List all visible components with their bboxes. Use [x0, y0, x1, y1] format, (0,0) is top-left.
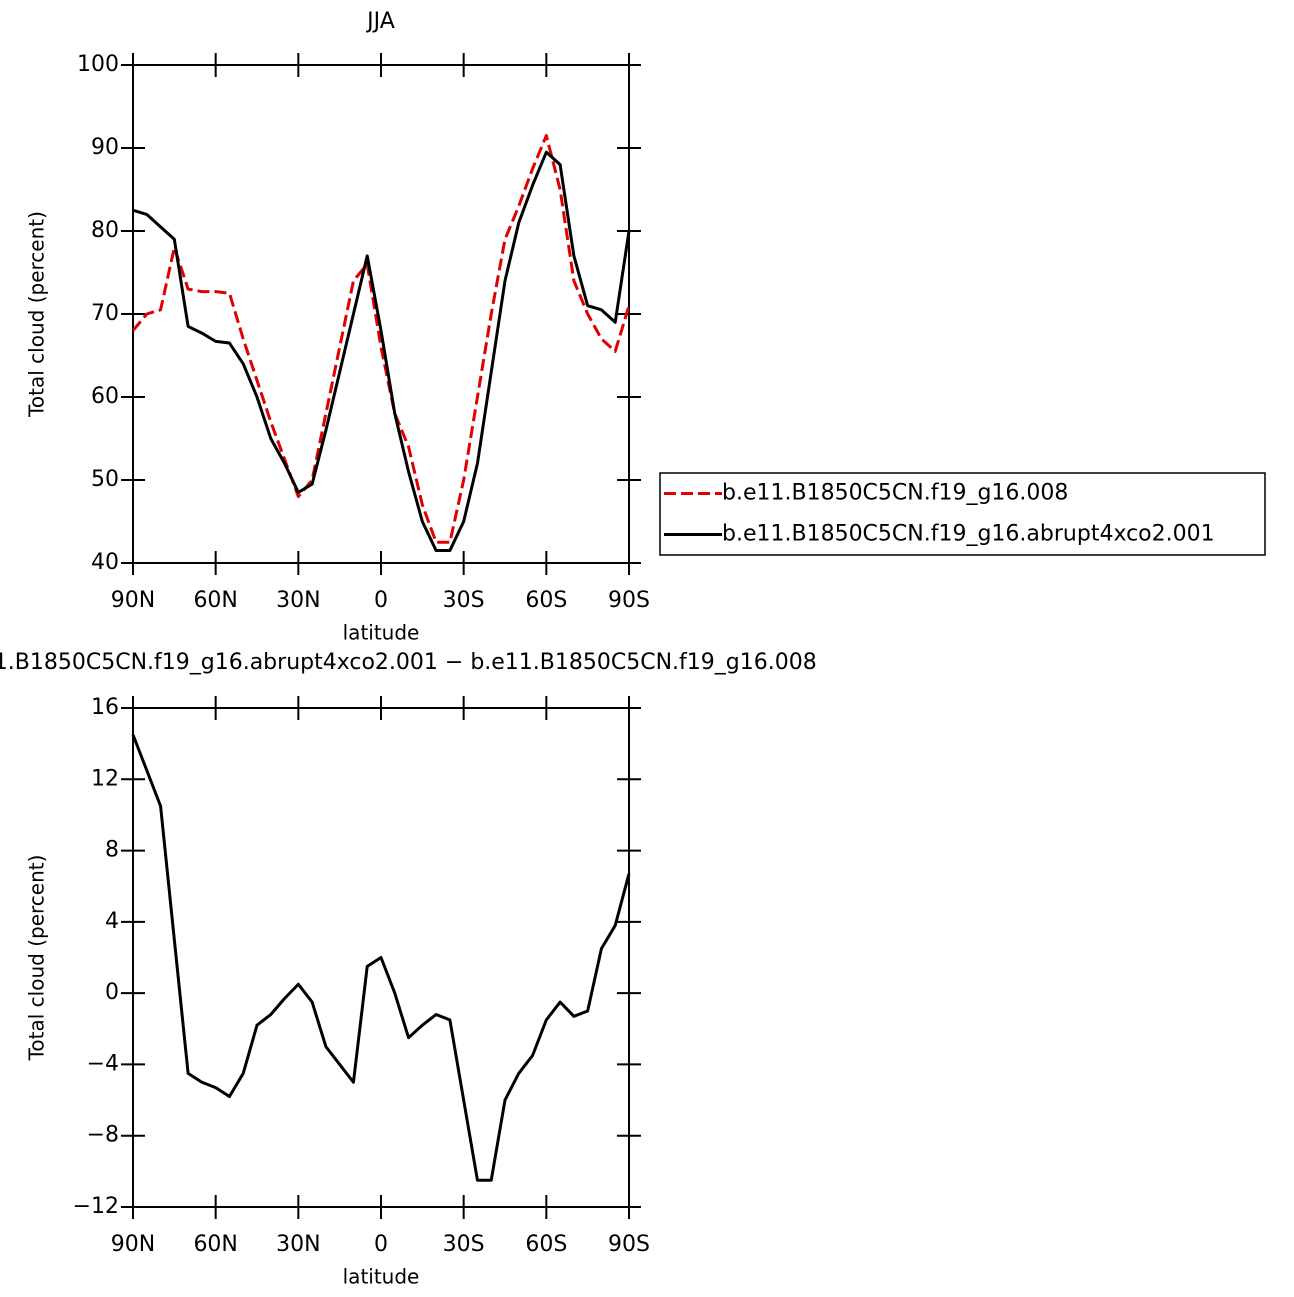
legend-label: b.e11.B1850C5CN.f19_g16.008 [722, 481, 1068, 506]
y-axis-label: Total cloud (percent) [25, 211, 49, 418]
x-tick-label: 60N [193, 588, 237, 613]
y-tick-label: 0 [105, 980, 119, 1005]
y-tick-label: 60 [91, 384, 119, 409]
y-tick-label: 12 [91, 766, 119, 791]
x-tick-label: 90N [111, 1232, 155, 1257]
x-tick-label: 90S [608, 1232, 650, 1257]
x-tick-label: 60S [525, 1232, 567, 1257]
x-tick-label: 0 [374, 1232, 388, 1257]
y-tick-label: 40 [91, 550, 119, 575]
data-line [132, 150, 631, 553]
y-axis-label: Total cloud (percent) [25, 855, 49, 1062]
y-tick-label: 4 [105, 909, 119, 934]
x-tick-label: 90N [111, 588, 155, 613]
x-tick-label: 30S [443, 1232, 485, 1257]
data-line [131, 734, 631, 1182]
y-tick-label: 8 [105, 838, 119, 863]
x-axis-label: latitude [343, 621, 420, 645]
y-tick-label: −12 [73, 1194, 119, 1219]
legend-box [659, 472, 1266, 556]
x-tick-label: 30N [276, 1232, 320, 1257]
y-tick-label: 80 [91, 218, 119, 243]
x-axis-label: latitude [343, 1265, 420, 1289]
chart-title: JJA [365, 9, 395, 34]
x-tick-label: 60S [525, 588, 567, 613]
y-tick-label: 90 [91, 135, 119, 160]
x-tick-label: 30S [443, 588, 485, 613]
y-tick-label: 16 [91, 695, 119, 720]
y-tick-label: −4 [87, 1051, 119, 1076]
y-tick-label: 70 [91, 301, 119, 326]
y-tick-label: −8 [87, 1123, 119, 1148]
y-tick-label: 50 [91, 467, 119, 492]
plot-frame [132, 64, 630, 564]
y-tick-label: 100 [77, 52, 119, 77]
x-tick-label: 0 [374, 588, 388, 613]
x-tick-label: 30N [276, 588, 320, 613]
legend-label: b.e11.B1850C5CN.f19_g16.abrupt4xco2.001 [722, 522, 1215, 547]
x-tick-label: 60N [193, 1232, 237, 1257]
chart-title: b.e11.B1850C5CN.f19_g16.abrupt4xco2.001 … [0, 650, 817, 675]
x-tick-label: 90S [608, 588, 650, 613]
data-line [131, 134, 631, 544]
